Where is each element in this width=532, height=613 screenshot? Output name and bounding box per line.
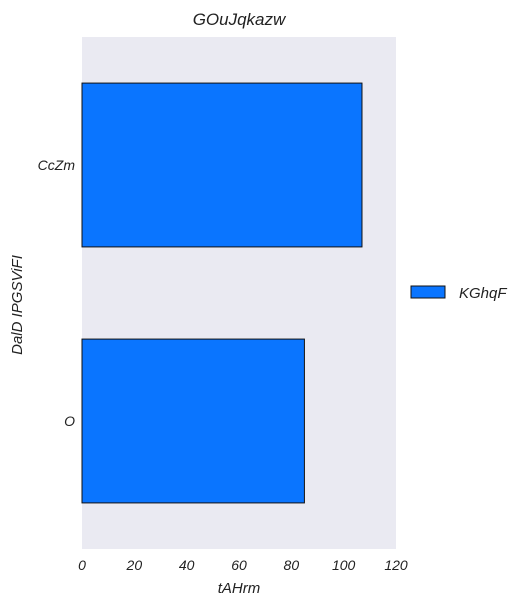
x-tick-label: 0 bbox=[78, 557, 86, 573]
x-tick-label: 120 bbox=[384, 557, 408, 573]
x-tick-label: 60 bbox=[231, 557, 247, 573]
x-axis-label: tAHrm bbox=[218, 580, 261, 597]
y-tick-label: O bbox=[64, 413, 75, 429]
x-tick-label: 80 bbox=[284, 557, 300, 573]
x-tick-label: 40 bbox=[179, 557, 195, 573]
y-tick-label: CcZm bbox=[38, 157, 76, 173]
bar-cczm bbox=[81, 82, 363, 248]
bar-o bbox=[81, 338, 305, 504]
x-tick-label: 100 bbox=[332, 557, 356, 573]
bars-layer bbox=[81, 82, 363, 504]
x-tick-label: 20 bbox=[126, 557, 143, 573]
legend-label: KGhqF bbox=[459, 285, 507, 302]
chart-title: GOuJqkazw bbox=[193, 10, 287, 29]
legend-swatch bbox=[410, 285, 446, 299]
legend: KGhqF bbox=[410, 285, 507, 302]
y-axis-label: DalD IPGSViFI bbox=[9, 255, 26, 355]
x-tick-labels: 0 20 40 60 80 100 120 bbox=[78, 557, 408, 573]
y-tick-labels: CcZm O bbox=[38, 157, 76, 429]
